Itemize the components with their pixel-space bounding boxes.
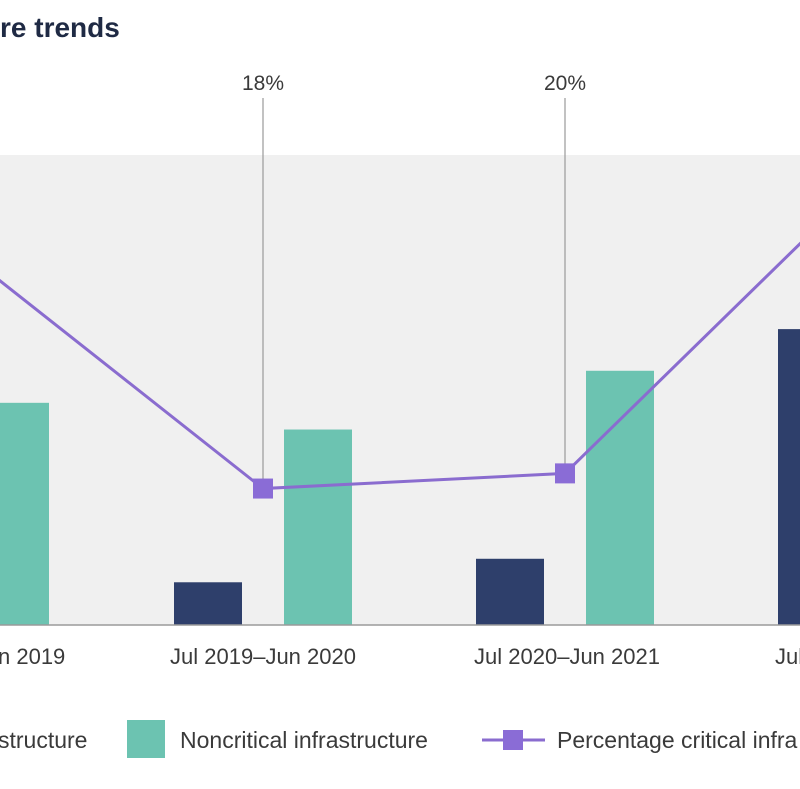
plot-background — [0, 155, 800, 625]
annotation-label-1: 18% — [242, 72, 284, 95]
annotation-label-2: 20% — [544, 72, 586, 95]
bar-noncritical-0 — [0, 402, 49, 625]
legend-marker-percentage — [503, 730, 523, 750]
legend-label-percentage: Percentage critical infra — [557, 727, 798, 753]
line-marker-2 — [555, 463, 575, 484]
x-tick-label-2: Jul 2020–Jun 2021 — [474, 644, 660, 669]
x-tick-label-3: Jul — [775, 644, 800, 669]
legend-label-critical: structure — [0, 727, 87, 753]
bar-critical-3 — [778, 329, 800, 625]
line-percentage-critical — [0, 241, 800, 491]
chart-title: re trends — [0, 12, 120, 43]
legend-swatch-noncritical — [127, 720, 165, 758]
bar-critical-2 — [476, 558, 544, 625]
bar-critical-1 — [174, 582, 242, 625]
legend-label-noncritical: Noncritical infrastructure — [180, 727, 428, 753]
x-tick-label-1: Jul 2019–Jun 2020 — [170, 644, 356, 669]
x-tick-label-0: n 2019 — [0, 644, 65, 669]
line-marker-1 — [253, 478, 273, 499]
bar-noncritical-1 — [284, 429, 352, 625]
bar-noncritical-2 — [586, 370, 654, 625]
